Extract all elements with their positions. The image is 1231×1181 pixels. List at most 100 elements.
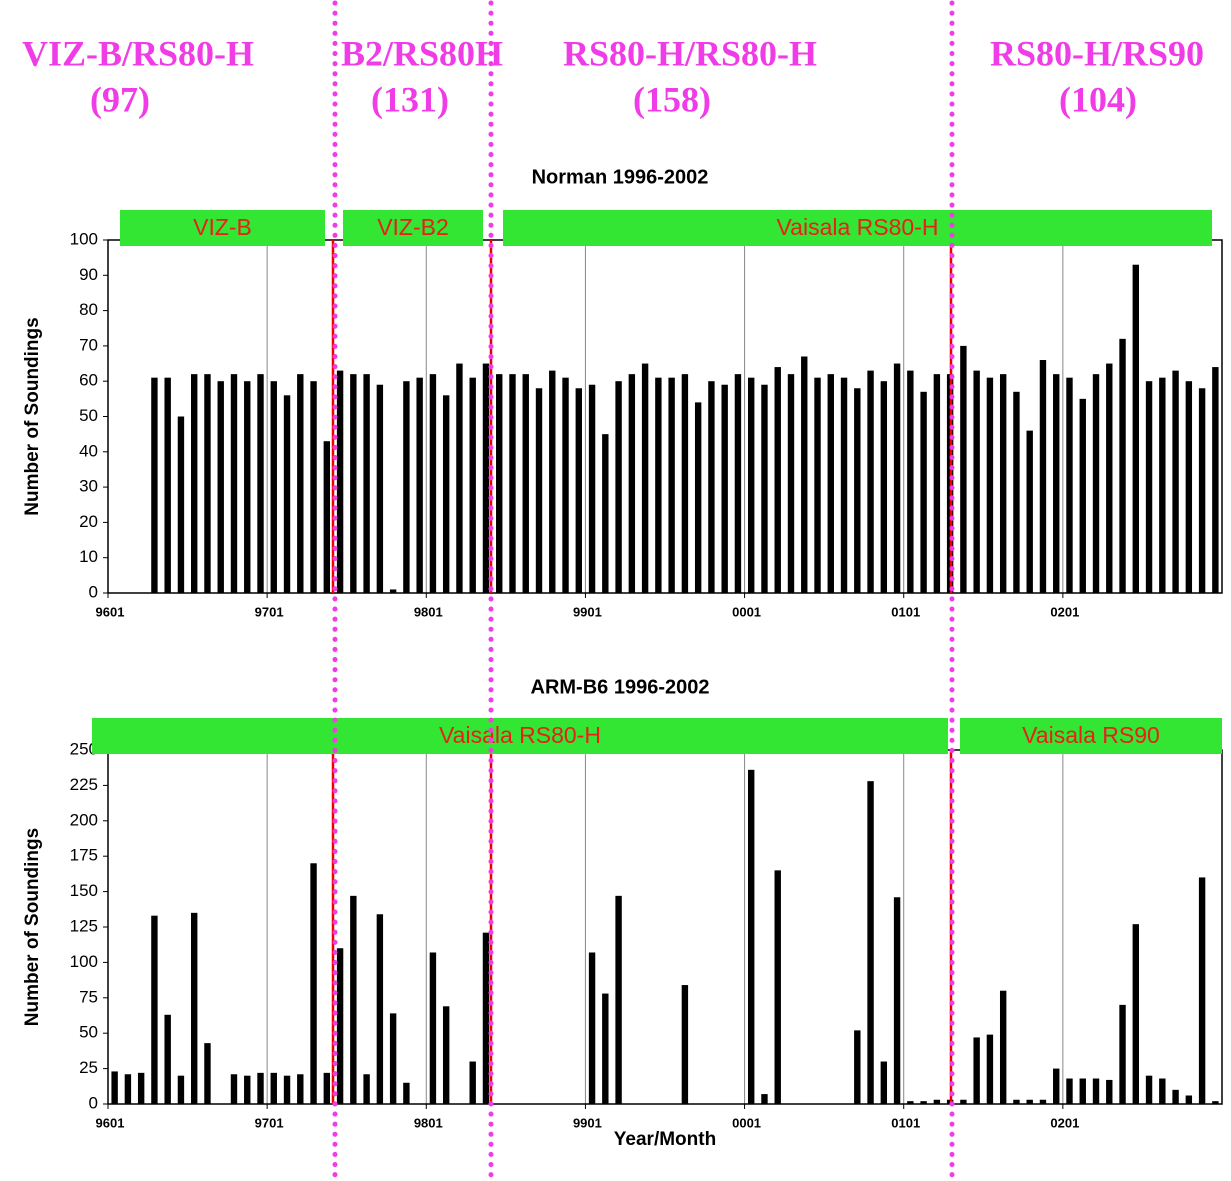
bar xyxy=(1106,363,1113,593)
bar xyxy=(363,374,370,593)
x-tick-label: 0201 xyxy=(1050,604,1079,619)
y-tick-label: 100 xyxy=(70,229,98,248)
y-tick-label: 60 xyxy=(79,371,98,390)
chart-title: ARM-B6 1996-2002 xyxy=(531,676,710,698)
bar xyxy=(535,388,543,593)
x-tick-label: 9901 xyxy=(573,1115,602,1130)
bar xyxy=(960,345,967,593)
bar xyxy=(310,863,317,1104)
bar xyxy=(748,377,755,593)
bar xyxy=(880,381,888,593)
y-tick-label: 20 xyxy=(79,512,98,531)
sonde-band xyxy=(92,718,948,754)
bar xyxy=(615,381,622,593)
x-tick-label: 9601 xyxy=(96,604,125,619)
x-tick-label: 0001 xyxy=(732,1115,761,1130)
bar xyxy=(124,1074,132,1104)
bar xyxy=(270,1072,277,1104)
bar xyxy=(1079,398,1086,593)
bar xyxy=(1185,1095,1193,1104)
bar xyxy=(933,1099,941,1104)
y-tick-label: 40 xyxy=(79,441,98,460)
sonde-band xyxy=(343,210,483,246)
bar xyxy=(1013,1099,1020,1104)
sonde-band-label: VIZ-B2 xyxy=(377,214,449,240)
bar xyxy=(350,895,357,1104)
bar xyxy=(827,374,834,593)
bar xyxy=(230,374,238,593)
bar xyxy=(164,377,171,593)
x-tick-label: 0101 xyxy=(891,604,920,619)
bar xyxy=(217,381,224,593)
bar xyxy=(854,1030,861,1104)
bar xyxy=(336,948,344,1104)
bar xyxy=(854,388,861,593)
bar xyxy=(615,895,622,1104)
bar xyxy=(191,374,198,593)
bar xyxy=(204,374,211,593)
plot-frame xyxy=(107,749,1223,1105)
bar xyxy=(562,377,569,593)
y-tick-label: 0 xyxy=(89,582,98,601)
bar xyxy=(734,374,742,593)
bar xyxy=(999,990,1007,1104)
header-count: (158) xyxy=(633,79,711,119)
bar xyxy=(1212,367,1219,593)
bar xyxy=(1026,1099,1033,1104)
bar xyxy=(151,377,158,593)
bar xyxy=(389,589,397,593)
bar xyxy=(1185,381,1193,593)
bar xyxy=(999,374,1007,593)
bar xyxy=(907,1101,914,1104)
header-title: VIZ-B/RS80-H xyxy=(22,33,254,73)
bar xyxy=(363,1074,370,1104)
y-tick-label: 50 xyxy=(79,1023,98,1042)
y-tick-label: 50 xyxy=(79,406,98,425)
bar xyxy=(668,377,675,593)
bar xyxy=(1172,1089,1179,1104)
bar xyxy=(1092,374,1100,593)
bar xyxy=(1066,1078,1073,1104)
bar xyxy=(204,1043,211,1104)
bar xyxy=(376,384,384,593)
bar xyxy=(177,1075,185,1104)
y-tick-label: 70 xyxy=(79,335,98,354)
bar xyxy=(469,1061,476,1104)
bar xyxy=(482,363,490,593)
bar xyxy=(403,1082,410,1104)
bar xyxy=(1119,1004,1126,1104)
x-tick-label: 9701 xyxy=(255,1115,284,1130)
bar xyxy=(442,395,450,593)
bar xyxy=(164,1014,171,1104)
bar xyxy=(973,1037,980,1104)
sonde-band-label: Vaisala RS90 xyxy=(1022,722,1160,748)
bar xyxy=(588,952,596,1104)
y-tick-label: 225 xyxy=(70,775,98,794)
bar xyxy=(602,993,609,1104)
sonde-band xyxy=(120,210,325,246)
bar xyxy=(708,381,715,593)
bar xyxy=(933,374,941,593)
bar xyxy=(1159,377,1166,593)
y-tick-label: 250 xyxy=(70,739,98,758)
y-tick-label: 10 xyxy=(79,547,98,566)
bar xyxy=(456,363,463,593)
bar xyxy=(814,377,821,593)
bar xyxy=(761,1094,768,1104)
bar xyxy=(1039,1099,1047,1104)
bar xyxy=(509,374,516,593)
y-tick-label: 25 xyxy=(79,1058,98,1077)
bar xyxy=(389,1013,397,1104)
bar xyxy=(323,441,331,593)
y-tick-label: 125 xyxy=(70,916,98,935)
bar xyxy=(1079,1078,1086,1104)
bar xyxy=(1172,370,1179,593)
bar xyxy=(1053,374,1060,593)
bar xyxy=(283,395,291,593)
y-tick-label: 30 xyxy=(79,477,98,496)
bar xyxy=(787,374,795,593)
bar xyxy=(191,912,198,1104)
header-count: (131) xyxy=(371,79,449,119)
bar xyxy=(496,374,503,593)
